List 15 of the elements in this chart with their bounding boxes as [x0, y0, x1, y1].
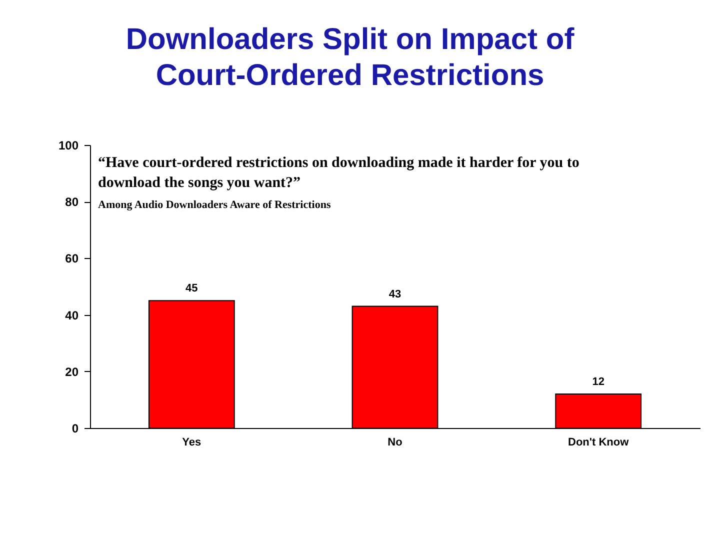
- y-tick-label: 80: [65, 195, 79, 210]
- data-label: 43: [388, 288, 402, 300]
- x-tick-label: Yes: [182, 436, 202, 448]
- annotation: “Have court-ordered restrictions on downloading made it harder for you to download the songs you want?”: [98, 155, 580, 191]
- annotation: Among Audio Downloaders Aware of Restrictions: [98, 199, 332, 211]
- y-tick-label: 40: [65, 308, 79, 322]
- data-label: 12: [592, 376, 604, 388]
- x-tick-label: Don't Know: [568, 436, 630, 448]
- x-tick-label: No: [388, 436, 403, 448]
- chart-title: Downloaders Split on Impact of Court-Ordered Restrictions: [126, 23, 576, 92]
- y-tick-label: 0: [72, 422, 79, 436]
- y-tick-label: 100: [58, 138, 79, 152]
- y-tick-label: 60: [65, 252, 79, 266]
- data-label: 45: [186, 282, 198, 295]
- y-tick-label: 20: [65, 364, 79, 379]
